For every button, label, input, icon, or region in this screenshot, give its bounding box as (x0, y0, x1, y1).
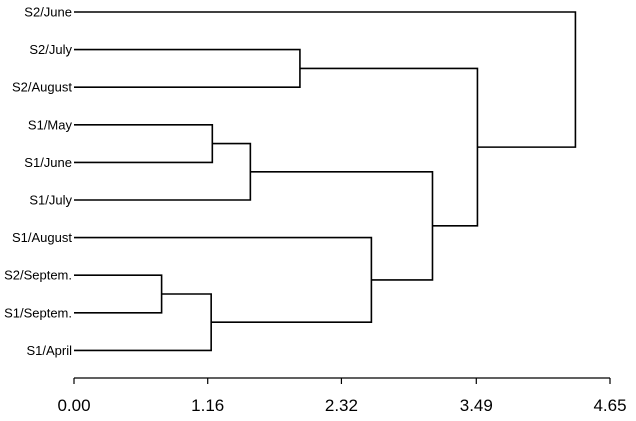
leaf-label: S2/July (29, 42, 72, 57)
leaf-label: S2/August (12, 80, 72, 95)
x-tick-label: 3.49 (460, 396, 493, 415)
x-tick-label: 2.32 (325, 396, 358, 415)
x-tick-label: 4.65 (593, 396, 626, 415)
leaf-label: S1/August (12, 230, 72, 245)
merge-branch-m7 (250, 171, 434, 281)
merge-branch-m3 (74, 293, 212, 352)
leaf-label: S1/June (24, 155, 72, 170)
merge-branch-m6 (74, 236, 373, 323)
merge-branch-m9 (74, 11, 577, 148)
leaf-label: S1/April (26, 343, 72, 358)
merge-branch-m1 (74, 274, 163, 314)
merge-branch-m5 (74, 48, 301, 88)
leaf-label: S1/May (28, 117, 73, 132)
x-tick-label: 1.16 (191, 396, 224, 415)
leaf-label: S2/June (24, 5, 72, 20)
merge-branch-m4 (74, 142, 252, 201)
leaf-label: S1/Septem. (4, 305, 72, 320)
merge-branch-m8 (299, 67, 479, 227)
x-axis: 0.00 1.16 2.32 3.49 4.65 (57, 377, 627, 415)
x-tick-label: 0.00 (57, 396, 90, 415)
leaf-labels: S2/June S2/July S2/August S1/May S1/June S1/J… (4, 5, 72, 358)
dendrogram-branches (74, 11, 577, 352)
leaf-label: S1/July (29, 193, 72, 208)
leaf-label: S2/Septem. (4, 268, 72, 283)
merge-branch-m2 (74, 124, 214, 164)
